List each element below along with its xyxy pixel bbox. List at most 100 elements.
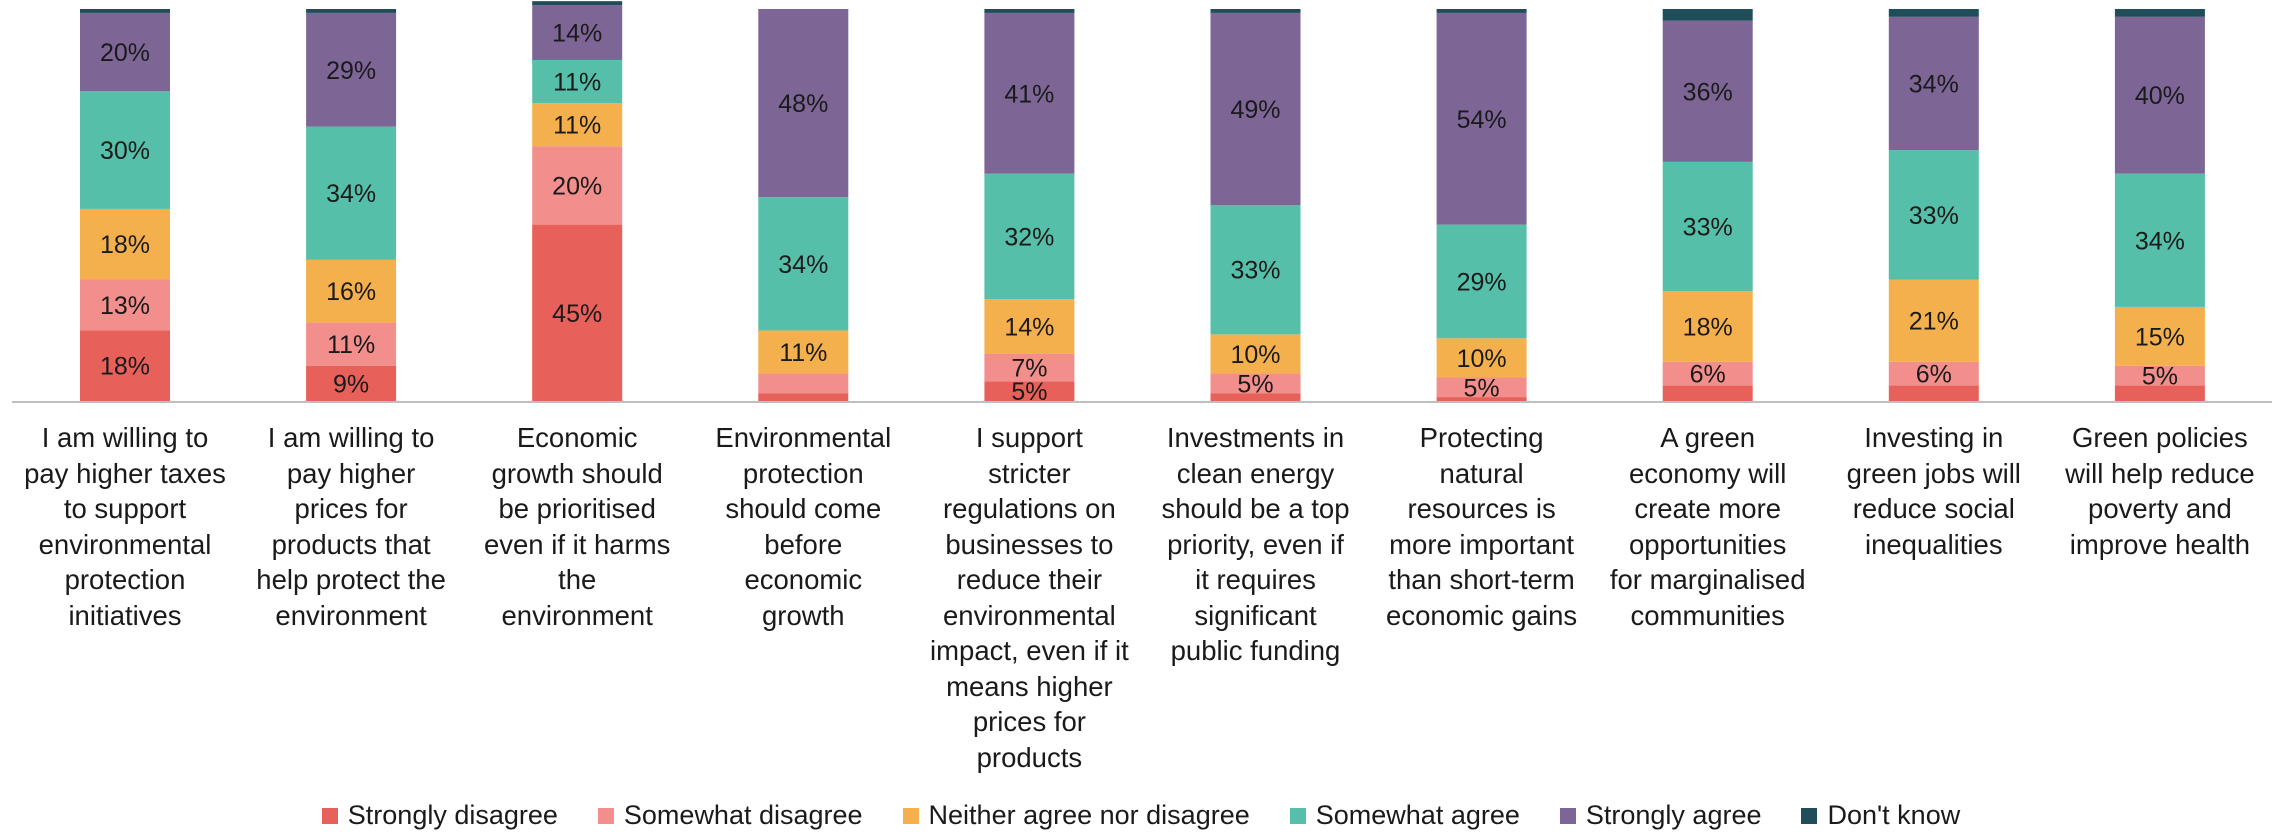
- category-label-line: opportunities: [1628, 528, 1787, 560]
- category-label-line: stricter: [988, 457, 1071, 489]
- data-label: 14%: [552, 20, 602, 48]
- legend-item: Strongly disagree: [321, 800, 558, 831]
- bar-segment-strongly-agree: [1436, 12, 1527, 225]
- category-label-line: help protect the: [256, 564, 446, 595]
- legend-swatch: [597, 807, 614, 824]
- category-label-line: impact, even if it: [930, 635, 1129, 666]
- category-label-line: products that: [271, 528, 431, 560]
- data-label: 29%: [1457, 268, 1507, 296]
- category-label: Economic growth should be prioritised even …: [466, 420, 688, 633]
- category-label-line: communities: [1630, 599, 1785, 631]
- category-label-line: the: [558, 564, 597, 595]
- category-label-line: regulations on: [943, 493, 1116, 524]
- category-label-line: Economic: [516, 422, 638, 453]
- bar-segment-strongly-disagree: [80, 330, 170, 401]
- category-label-line: growth: [762, 599, 845, 631]
- category-label: I am willing to pay higher taxes to suppor…: [14, 420, 236, 633]
- category-label-line: Environmental: [715, 422, 892, 453]
- bar-segment-strongly-disagree: [758, 393, 849, 401]
- category-label-line: pay higher taxes: [24, 457, 226, 489]
- category-label: I am willing to pay higher prices for produ…: [240, 420, 462, 633]
- data-label: 34%: [778, 251, 828, 279]
- category-label-line: pay higher: [286, 457, 416, 489]
- category-label-line: resources is: [1407, 493, 1556, 524]
- bar-segment-strongly-disagree: [532, 224, 623, 401]
- legend-label: Don't know: [1827, 800, 1961, 830]
- category-label-line: growth should: [491, 457, 663, 489]
- category-label: A green economy will create more opportunit…: [1597, 420, 1819, 633]
- category-label-line: even if it harms: [483, 528, 671, 560]
- data-label: 45%: [552, 300, 602, 328]
- bar-segment-strongly-agree: [80, 12, 170, 92]
- category-label-line: businesses to: [945, 528, 1114, 560]
- bar-segment-neither-agree-nor-disagree: [306, 259, 397, 323]
- bar-segment-somewhat-agree: [80, 91, 170, 209]
- category-label-line: initiatives: [68, 599, 182, 631]
- bar-segment-strongly-agree: [1888, 16, 1979, 151]
- bar-segment-somewhat-disagree: [532, 146, 623, 225]
- bar-segment-somewhat-disagree: [2114, 365, 2205, 386]
- data-label: 29%: [326, 57, 376, 85]
- bar-stack-4: 11% 34% 48%: [758, 9, 849, 401]
- bar-segment-somewhat-agree: [1662, 161, 1753, 292]
- data-label: 49%: [1230, 96, 1280, 124]
- bar-segment-don-t-know: [80, 9, 170, 13]
- bar-segment-strongly-agree: [758, 9, 849, 198]
- data-label: 33%: [1683, 214, 1733, 242]
- bar-segment-don-t-know: [2114, 9, 2205, 17]
- category-label-line: Investing in: [1864, 422, 2004, 453]
- category-label-line: natural: [1439, 457, 1524, 489]
- bar-segment-strongly-disagree: [1662, 385, 1753, 401]
- data-label: 10%: [1457, 345, 1507, 373]
- data-label: 5%: [2142, 363, 2178, 391]
- data-label: 32%: [1004, 223, 1054, 251]
- category-label-line: environment: [501, 599, 653, 631]
- bar-segment-strongly-disagree: [306, 365, 397, 401]
- bar-segment-somewhat-disagree: [1210, 373, 1301, 394]
- category-label-line: environmental: [943, 599, 1116, 631]
- bar-segment-strongly-disagree: [984, 381, 1075, 401]
- legend-item: Somewhat disagree: [597, 800, 863, 831]
- category-label-line: to support: [63, 493, 187, 524]
- bar-stack-1: 18% 13% 18% 30% 20%: [80, 9, 170, 401]
- category-label-line: Green policies: [2071, 422, 2248, 453]
- category-label-line: economy will: [1628, 457, 1787, 489]
- bar-segment-strongly-disagree: [2114, 385, 2205, 401]
- bar-segment-somewhat-agree: [1210, 205, 1301, 335]
- legend-label: Strongly disagree: [347, 800, 558, 830]
- data-label: 41%: [1004, 80, 1054, 108]
- bar-segment-don-t-know: [1436, 9, 1527, 13]
- bar-segment-somewhat-agree: [758, 197, 849, 331]
- legend-swatch: [321, 807, 338, 824]
- bar-stack-5: 5%7% 14% 32% 41%: [984, 9, 1075, 406]
- category-label-line: economic gains: [1386, 599, 1578, 631]
- bar-segment-neither-agree-nor-disagree: [532, 103, 623, 147]
- category-label-line: create more: [1634, 493, 1782, 524]
- data-label: 20%: [100, 39, 150, 67]
- bar-segment-somewhat-agree: [1436, 224, 1527, 339]
- data-label: 34%: [1909, 70, 1959, 98]
- category-label-line: than short-term: [1388, 564, 1575, 595]
- category-label-line: clean energy: [1176, 457, 1335, 489]
- bar-segment-somewhat-disagree: [1662, 361, 1753, 386]
- bar-segment-somewhat-disagree: [80, 279, 170, 331]
- data-label: 20%: [552, 172, 602, 200]
- category-label-line: more important: [1389, 528, 1575, 560]
- data-label: 18%: [100, 353, 150, 381]
- data-label: 40%: [2135, 82, 2185, 110]
- data-label: 5%: [1237, 370, 1273, 398]
- bar-segment-somewhat-disagree: [1888, 361, 1979, 386]
- data-label: 11%: [553, 69, 601, 97]
- data-label: 18%: [1683, 314, 1733, 342]
- category-label-line: should come: [725, 493, 882, 524]
- data-label: 6%: [1690, 361, 1726, 389]
- bar-segment-strongly-agree: [532, 5, 623, 60]
- bar-segment-don-t-know: [1210, 9, 1301, 13]
- data-label: 33%: [1909, 202, 1959, 230]
- bar-segment-somewhat-agree: [306, 126, 397, 260]
- legend-swatch: [1559, 807, 1576, 824]
- data-label: 11%: [327, 331, 375, 359]
- data-label: 5%: [1011, 378, 1047, 406]
- bar-segment-neither-agree-nor-disagree: [1888, 279, 1979, 362]
